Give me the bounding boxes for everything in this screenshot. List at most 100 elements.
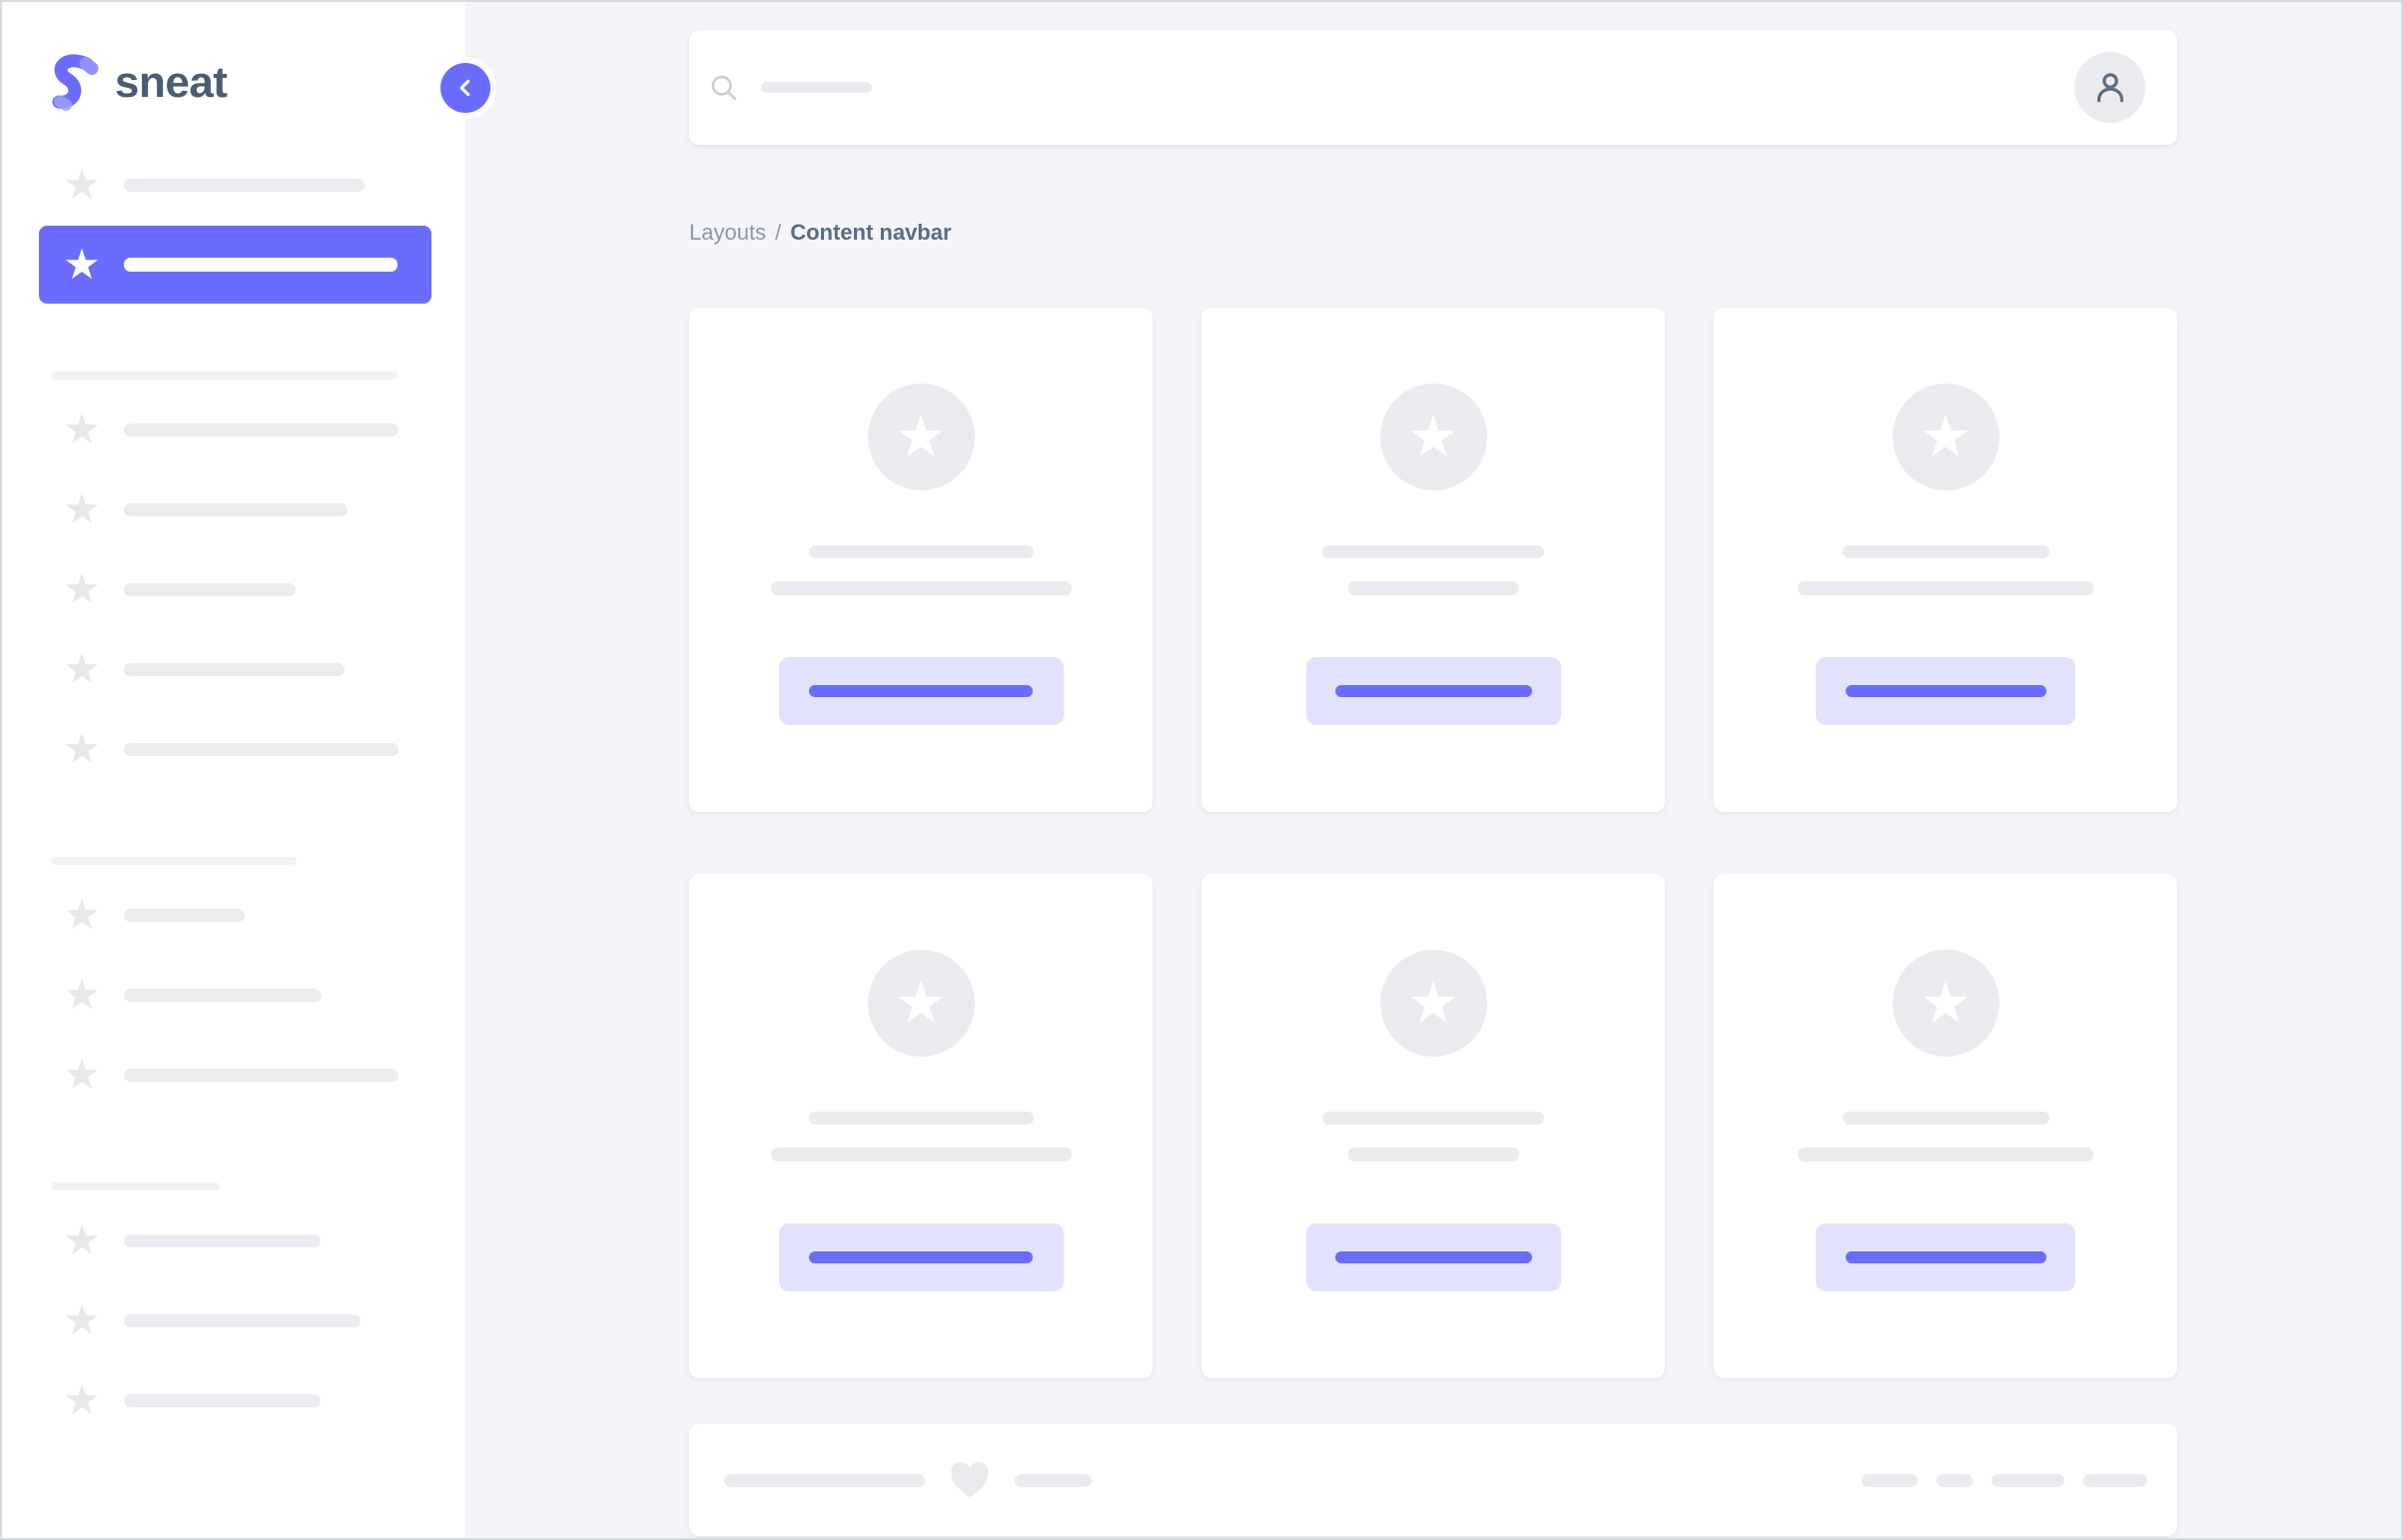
button-label-placeholder [1334, 685, 1532, 697]
star-icon: ★ [63, 1216, 101, 1263]
breadcrumb-separator: / [775, 220, 782, 245]
text-line-placeholder [1322, 1112, 1544, 1125]
card-button[interactable] [778, 1223, 1064, 1291]
text-line-placeholder [770, 581, 1072, 595]
placeholder-card: ★ [1714, 874, 2177, 1378]
footer-text-placeholder [724, 1473, 925, 1487]
text-line-placeholder [808, 545, 1034, 558]
placeholder-card: ★ [1202, 874, 1665, 1378]
card-button[interactable] [1305, 657, 1561, 725]
sidebar-item[interactable]: ★ [2, 549, 465, 629]
footer-link-placeholder [1937, 1473, 1973, 1487]
text-line-placeholder [808, 1112, 1034, 1125]
card-button[interactable] [1305, 1223, 1561, 1291]
sidebar-item[interactable]: ★ [2, 1035, 465, 1115]
star-icon: ★ [63, 1051, 101, 1098]
star-icon: ★ [63, 241, 101, 288]
star-icon: ★ [1920, 403, 1972, 469]
star-icon: ★ [63, 1296, 101, 1343]
menu-label-placeholder [124, 908, 245, 922]
sidebar-item[interactable]: ★ [2, 1280, 465, 1360]
sidebar-item[interactable]: ★ [2, 389, 465, 469]
sidebar-header: sneat [2, 2, 465, 120]
footer [689, 1424, 2177, 1536]
menu-label-placeholder [124, 178, 365, 192]
menu-label-placeholder [124, 258, 398, 272]
section-heading-placeholder [51, 372, 398, 380]
star-icon: ★ [63, 645, 101, 692]
star-icon: ★ [63, 725, 101, 772]
breadcrumb: Layouts / Content navbar [689, 219, 2177, 247]
text-line-placeholder [1798, 1148, 2093, 1161]
footer-link-placeholder [1992, 1473, 2064, 1487]
search-input-placeholder [761, 82, 872, 93]
button-label-placeholder [1845, 1251, 2046, 1263]
text-line-placeholder [1347, 581, 1519, 595]
sidebar-item[interactable]: ★ [2, 709, 465, 789]
menu-label-placeholder [124, 662, 345, 676]
star-icon: ★ [895, 403, 947, 469]
button-label-placeholder [809, 685, 1033, 697]
card-button[interactable] [778, 657, 1064, 725]
breadcrumb-parent-link[interactable]: Layouts [689, 220, 767, 245]
text-line-placeholder [1842, 545, 2049, 558]
star-icon: ★ [1920, 970, 1972, 1036]
star-icon: ★ [63, 565, 101, 612]
star-icon: ★ [1407, 403, 1459, 469]
sidebar-item[interactable]: ★ [2, 1200, 465, 1280]
card-avatar-circle: ★ [1379, 384, 1487, 490]
sidebar-section: ★ ★ [2, 145, 465, 304]
main-area: Layouts / Content navbar ★ ★ ★ ★ ★ ★ [465, 2, 2401, 1538]
menu-label-placeholder [124, 1313, 361, 1327]
footer-link-placeholder [2083, 1473, 2147, 1487]
sidebar-collapse-button[interactable] [440, 63, 490, 113]
sneat-logo-icon [47, 52, 99, 114]
sidebar-section: ★ ★ ★ ★ ★ [2, 372, 465, 789]
menu-label-placeholder [124, 1233, 321, 1247]
sidebar-item-active[interactable]: ★ [39, 226, 431, 304]
section-heading-placeholder [51, 1182, 220, 1190]
section-heading-placeholder [51, 857, 297, 865]
star-icon: ★ [63, 1376, 101, 1423]
sidebar-item[interactable]: ★ [2, 955, 465, 1035]
sidebar: sneat ★ ★ ★ ★ ★ ★ ★ ★ ★ ★ ★ ★ ★ [2, 2, 490, 1538]
menu-label-placeholder [124, 502, 348, 516]
card-button[interactable] [1816, 657, 2075, 725]
star-icon: ★ [63, 405, 101, 452]
sidebar-item[interactable]: ★ [2, 469, 465, 549]
placeholder-card: ★ [1202, 308, 1665, 812]
search-field[interactable] [709, 73, 2074, 103]
text-line-placeholder [1798, 581, 2093, 595]
menu-label-placeholder [124, 422, 399, 436]
star-icon: ★ [895, 970, 947, 1036]
user-menu-button[interactable] [2074, 52, 2145, 123]
footer-left [724, 1461, 1092, 1499]
footer-link-placeholder [1862, 1473, 1918, 1487]
menu-label-placeholder [124, 1393, 321, 1407]
menu-label-placeholder [124, 1068, 399, 1082]
card-avatar-circle: ★ [867, 384, 975, 490]
star-icon: ★ [63, 161, 101, 208]
sidebar-item[interactable]: ★ [2, 145, 465, 225]
card-avatar-circle: ★ [1892, 950, 2000, 1057]
sidebar-item[interactable]: ★ [2, 629, 465, 709]
card-button[interactable] [1816, 1223, 2075, 1291]
sidebar-item[interactable]: ★ [2, 875, 465, 955]
card-avatar-circle: ★ [1379, 950, 1487, 1057]
button-label-placeholder [1334, 1251, 1532, 1263]
star-icon: ★ [63, 891, 101, 938]
heart-icon [949, 1461, 991, 1499]
star-icon: ★ [63, 485, 101, 532]
text-line-placeholder [1842, 1112, 2049, 1125]
menu-label-placeholder [124, 988, 322, 1002]
logo-text: sneat [115, 58, 228, 107]
chevron-left-icon [454, 77, 476, 99]
menu-label-placeholder [124, 742, 399, 756]
star-icon: ★ [1407, 970, 1459, 1036]
card-grid: ★ ★ ★ ★ ★ ★ [689, 308, 2177, 1378]
placeholder-card: ★ [1714, 308, 2177, 812]
footer-text-placeholder [1015, 1473, 1092, 1487]
sidebar-item[interactable]: ★ [2, 1360, 465, 1440]
button-label-placeholder [809, 1251, 1033, 1263]
